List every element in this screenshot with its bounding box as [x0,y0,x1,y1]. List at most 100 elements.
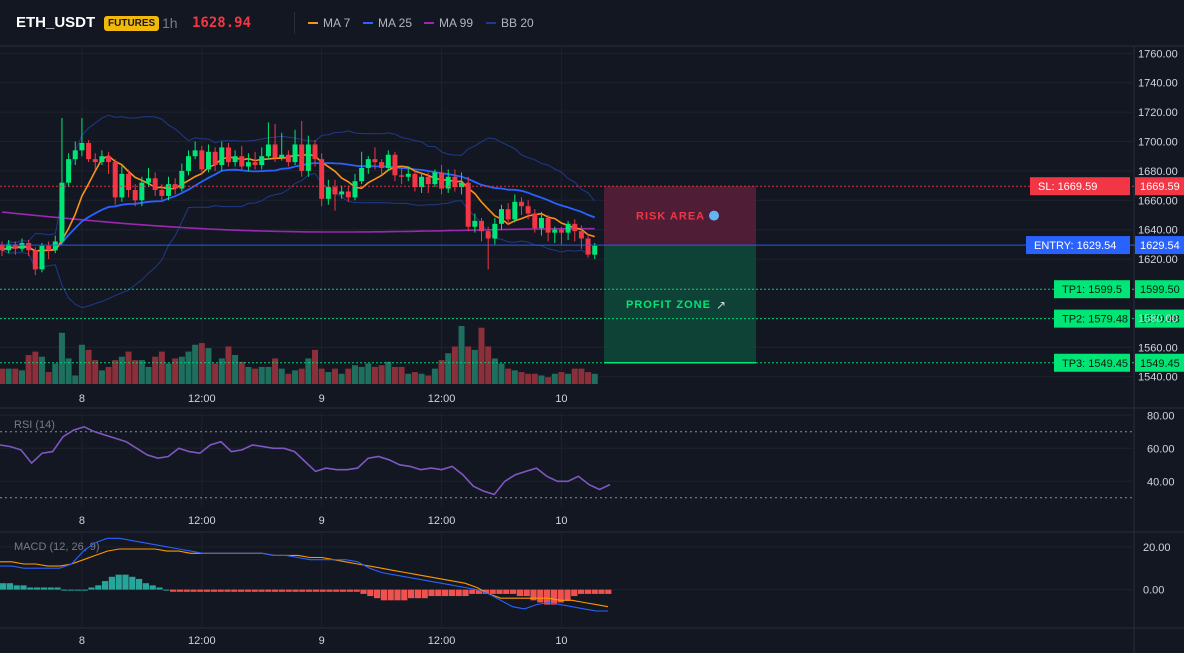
rocket-icon: ↗ [716,298,726,312]
candle-body [66,159,72,183]
candle [252,151,258,170]
candle-body [166,184,171,196]
volume-bar [332,368,338,384]
candle-body [92,159,98,163]
candle [112,159,118,205]
macd-signal-line [0,548,609,608]
tp3-axis-label: 1549.45 [1140,358,1180,370]
volume-bar [425,375,432,384]
macd-histogram-bar [129,576,136,590]
candle-body [12,244,18,249]
volume-bar [198,343,205,384]
candle-body [445,176,451,189]
profit-zone-label: PROFIT ZONE [626,299,711,311]
candle-body [545,217,551,233]
volume-bar [138,360,145,384]
volume-bar [298,368,305,384]
macd-histogram-bar [224,589,231,592]
candle [339,185,345,199]
candle [499,204,504,230]
rsi-tick-label: 40.00 [1147,476,1175,488]
bb-lower-line [1,172,595,309]
candle-body [585,238,591,255]
candle [152,172,158,196]
rsi-tick-label: 60.00 [1147,443,1175,455]
entry-axis-label: 1629.54 [1140,240,1180,252]
candle-body [225,147,231,163]
volume-bar [172,358,179,384]
symbol-title[interactable]: ETH_USDT [16,14,96,31]
candle-body [6,244,12,251]
candle [485,226,491,270]
volume-bar [252,368,259,384]
candle [572,219,578,242]
macd-time-label: 8 [79,635,85,647]
candle-body [572,223,578,232]
candle-body [19,242,25,249]
candle-body [132,190,138,201]
candle [325,179,331,205]
main-time-label: 12:00 [188,393,216,405]
candle [312,140,318,167]
volume-bar [18,370,25,384]
volume-bar [52,363,59,384]
candles [0,118,598,276]
volume-bar [411,372,418,384]
candle [445,169,451,193]
candle [265,122,271,160]
ma99-swatch [424,22,434,24]
macd-histogram-bar [408,589,415,599]
macd-histogram-bar [557,589,564,603]
macd-time-label: 9 [319,635,325,647]
macd-histogram-bar [149,585,156,590]
macd-histogram-bar [442,589,449,597]
volume-bar [485,346,492,384]
candle-body [199,150,205,170]
macd-histogram-bar [346,589,353,592]
price-tick-label: 1660.00 [1138,195,1178,207]
tp2-tag-label: TP2: 1579.48 [1062,314,1128,326]
volume-bar [491,358,498,384]
candle [479,217,485,242]
macd-histogram-bar [34,587,41,590]
candle [12,241,18,255]
macd-histogram-bar [421,589,428,599]
volume-bar [178,356,185,384]
candle [299,120,305,177]
volume-bar [358,366,365,384]
macd-histogram-bar [292,589,299,592]
legend-ma25[interactable]: MA 25 [363,16,412,30]
main-time-label: 9 [319,393,325,405]
tp3-axis-bg [1135,353,1184,372]
macd-histogram-bar [435,589,442,597]
candle [119,165,125,202]
legend-ma7[interactable]: MA 7 [308,16,350,30]
rsi-time-label: 9 [319,515,325,527]
macd-histogram-bar [326,589,333,592]
volume-bar [531,373,538,384]
candle-body [239,156,245,167]
volume-bar [152,356,159,384]
macd-histogram-bar [387,589,394,601]
macd-histogram-bar [455,589,462,597]
candle-body [99,156,105,163]
candle [305,135,311,177]
candle [518,197,524,215]
candle-body [46,245,52,251]
candle-body [379,162,385,168]
macd-histogram-bar [13,585,20,590]
timeframe-label[interactable]: 1h [162,15,178,31]
macd-histogram-bar [530,589,537,601]
legend-ma99[interactable]: MA 99 [424,16,473,30]
volume-bar [571,368,578,384]
candle [552,226,558,243]
candle [558,226,564,245]
macd-time-label: 12:00 [428,635,456,647]
candle [185,150,191,176]
candle [52,235,58,254]
macd-histogram-bar [231,589,238,592]
candle [319,153,325,207]
volume-bar [58,332,65,384]
legend-bb20[interactable]: BB 20 [486,16,534,30]
